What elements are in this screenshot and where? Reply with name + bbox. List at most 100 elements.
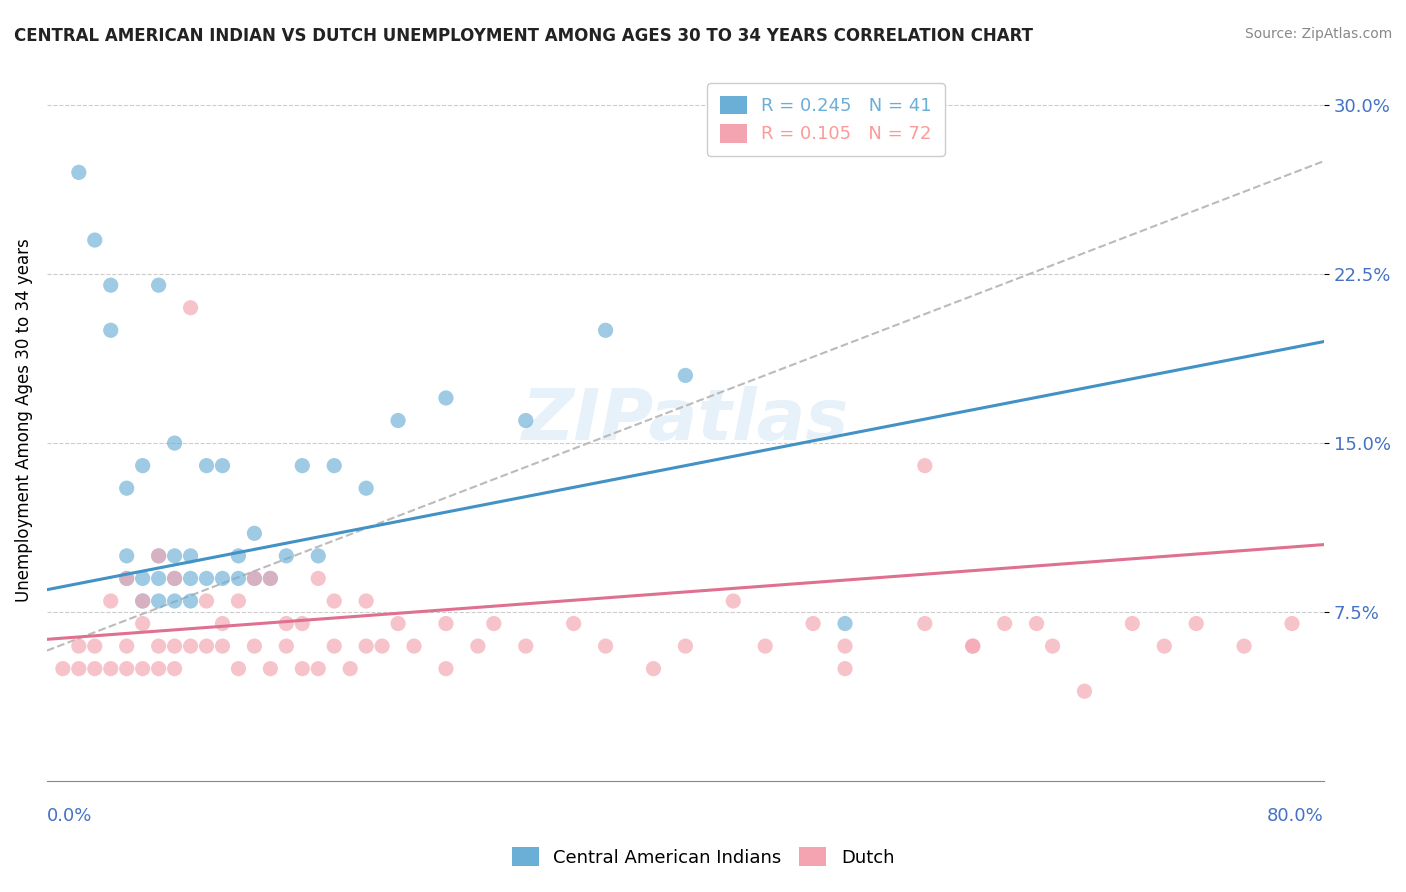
Point [754, 639, 776, 653]
Point [83, 662, 105, 676]
Point [163, 549, 186, 563]
Point [163, 662, 186, 676]
Point [131, 594, 153, 608]
Point [434, 616, 457, 631]
Point [434, 662, 457, 676]
Point [834, 639, 856, 653]
Point [259, 571, 281, 585]
Point [131, 616, 153, 631]
Point [962, 639, 984, 653]
Point [163, 436, 186, 450]
Point [148, 549, 170, 563]
Point [148, 571, 170, 585]
Point [673, 368, 696, 383]
Point [1153, 639, 1175, 653]
Point [387, 616, 409, 631]
Point [595, 639, 617, 653]
Text: 0.0%: 0.0% [46, 806, 93, 825]
Point [962, 639, 984, 653]
Point [834, 616, 856, 631]
Point [228, 571, 250, 585]
Point [115, 571, 138, 585]
Text: Source: ZipAtlas.com: Source: ZipAtlas.com [1244, 27, 1392, 41]
Point [131, 571, 153, 585]
Point [1281, 616, 1303, 631]
Point [834, 662, 856, 676]
Point [100, 594, 122, 608]
Point [180, 301, 202, 315]
Point [434, 391, 457, 405]
Point [307, 571, 329, 585]
Point [595, 323, 617, 337]
Point [291, 616, 314, 631]
Point [243, 571, 266, 585]
Point [723, 594, 745, 608]
Point [323, 639, 346, 653]
Y-axis label: Unemployment Among Ages 30 to 34 years: Unemployment Among Ages 30 to 34 years [15, 239, 32, 602]
Point [163, 639, 186, 653]
Text: CENTRAL AMERICAN INDIAN VS DUTCH UNEMPLOYMENT AMONG AGES 30 TO 34 YEARS CORRELAT: CENTRAL AMERICAN INDIAN VS DUTCH UNEMPLO… [14, 27, 1033, 45]
Point [994, 616, 1017, 631]
Point [52, 662, 75, 676]
Point [801, 616, 824, 631]
Point [83, 233, 105, 247]
Point [276, 549, 298, 563]
Point [228, 594, 250, 608]
Point [914, 616, 936, 631]
Point [211, 616, 233, 631]
Point [339, 662, 361, 676]
Point [195, 639, 218, 653]
Point [83, 639, 105, 653]
Point [914, 458, 936, 473]
Point [211, 571, 233, 585]
Point [323, 458, 346, 473]
Point [515, 639, 537, 653]
Point [371, 639, 394, 653]
Point [1185, 616, 1208, 631]
Point [100, 662, 122, 676]
Point [148, 549, 170, 563]
Point [1042, 639, 1064, 653]
Point [387, 413, 409, 427]
Point [1233, 639, 1256, 653]
Point [1073, 684, 1095, 698]
Point [115, 639, 138, 653]
Point [180, 571, 202, 585]
Point [148, 639, 170, 653]
Point [163, 571, 186, 585]
Point [67, 639, 90, 653]
Point [131, 662, 153, 676]
Point [100, 278, 122, 293]
Point [243, 526, 266, 541]
Point [228, 549, 250, 563]
Point [195, 594, 218, 608]
Point [243, 639, 266, 653]
Point [515, 413, 537, 427]
Point [211, 639, 233, 653]
Point [243, 571, 266, 585]
Point [323, 594, 346, 608]
Point [67, 165, 90, 179]
Point [115, 571, 138, 585]
Point [211, 458, 233, 473]
Point [100, 323, 122, 337]
Point [148, 278, 170, 293]
Point [354, 594, 377, 608]
Point [291, 458, 314, 473]
Point [467, 639, 489, 653]
Point [354, 481, 377, 495]
Legend: R = 0.245   N = 41, R = 0.105   N = 72: R = 0.245 N = 41, R = 0.105 N = 72 [707, 83, 945, 156]
Point [115, 481, 138, 495]
Point [148, 662, 170, 676]
Point [148, 594, 170, 608]
Point [115, 549, 138, 563]
Point [163, 571, 186, 585]
Point [259, 571, 281, 585]
Point [482, 616, 505, 631]
Point [180, 549, 202, 563]
Point [195, 458, 218, 473]
Point [228, 662, 250, 676]
Point [131, 594, 153, 608]
Point [643, 662, 665, 676]
Point [402, 639, 425, 653]
